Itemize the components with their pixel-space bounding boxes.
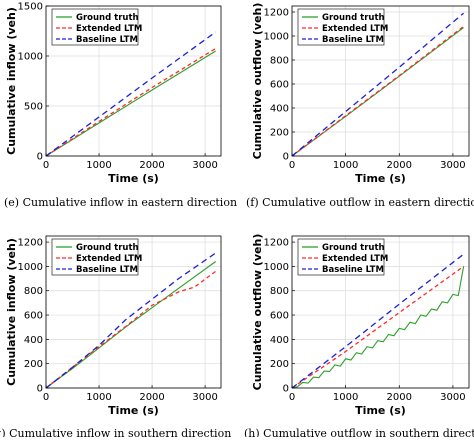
y-axis-label: Cumulative inflow (veh)	[5, 238, 18, 386]
series-line-ground-truth	[291, 266, 465, 389]
series-line-extended-ltm	[45, 270, 217, 389]
y-tick-label: 1500	[18, 2, 43, 13]
caption-f: (f) Cumulative outflow in eastern direct…	[246, 196, 474, 209]
x-axis-label: Time (s)	[108, 172, 159, 185]
y-tick-label: 600	[270, 80, 289, 91]
x-tick-label: 2000	[387, 160, 412, 171]
x-tick-label: 1000	[333, 160, 358, 171]
x-tick-label: 3000	[440, 392, 465, 403]
x-tick-label: 3000	[192, 392, 217, 403]
y-tick-label: 0	[283, 384, 289, 395]
x-tick-label: 1000	[86, 392, 111, 403]
legend-label: Baseline LTM	[322, 265, 384, 275]
y-tick-label: 1200	[18, 238, 43, 249]
y-tick-label: 1000	[18, 262, 43, 273]
series-line-extended-ltm	[291, 25, 464, 157]
x-axis-label: Time (s)	[355, 172, 406, 185]
x-tick-label: 0	[43, 160, 49, 171]
panel-f: 0 1000 2000 3000 0 200 400 600 800 1000 1200 Time (…	[251, 3, 470, 185]
x-tick-label: 3000	[440, 160, 465, 171]
axes-frame	[45, 5, 222, 157]
panel-e: 0 1000 2000 3000 0 500 1000 1500 Time (s) Cumulat…	[5, 2, 222, 185]
legend-box	[51, 8, 139, 46]
x-tick-label: 3000	[192, 160, 217, 171]
x-tick-label: 1000	[333, 392, 358, 403]
panel-g: 0 1000 2000 3000 0 200 400 600 800 1000 1200 Time (…	[5, 235, 222, 417]
axes-frame	[291, 5, 470, 157]
panel-h: 0 1000 2000 3000 0 200 400 600 800 1000 1200 Time (…	[251, 234, 470, 417]
y-axis-label: Cumulative inflow (veh)	[5, 7, 18, 155]
y-tick-label: 800	[270, 56, 289, 67]
x-tick-label: 0	[289, 392, 295, 403]
y-tick-label: 400	[270, 335, 289, 346]
y-tick-label: 200	[24, 359, 43, 370]
legend-label: Baseline LTM	[76, 35, 138, 45]
x-tick-label: 2000	[387, 392, 412, 403]
legend-box	[297, 238, 385, 276]
legend-label: Extended LTM	[322, 24, 388, 34]
y-tick-label: 500	[24, 102, 43, 113]
x-tick-label: 2000	[139, 160, 164, 171]
y-tick-label: 1000	[264, 262, 289, 273]
series-line-extended-ltm	[45, 47, 217, 157]
series-line-baseline-ltm	[45, 252, 217, 389]
x-tick-label: 1000	[86, 160, 111, 171]
x-tick-label: 0	[43, 392, 49, 403]
legend-label: Ground truth	[322, 13, 385, 23]
legend-label: Baseline LTM	[322, 35, 384, 45]
legend-box	[297, 8, 385, 46]
x-axis-label: Time (s)	[355, 404, 406, 417]
caption-e: (e) Cumulative inflow in eastern directi…	[4, 196, 237, 209]
y-tick-label: 1000	[264, 32, 289, 43]
legend-label: Ground truth	[76, 243, 139, 253]
y-axis-label: Cumulative outflow (veh)	[251, 3, 264, 160]
x-axis-label: Time (s)	[108, 404, 159, 417]
axes-frame	[291, 235, 470, 389]
legend-box	[51, 238, 139, 276]
legend-label: Extended LTM	[76, 254, 142, 264]
x-tick-label: 2000	[139, 392, 164, 403]
legend-label: Ground truth	[76, 13, 139, 23]
y-tick-label: 600	[24, 311, 43, 322]
y-tick-label: 400	[270, 104, 289, 115]
y-tick-label: 0	[37, 384, 43, 395]
y-tick-label: 200	[270, 128, 289, 139]
y-tick-label: 0	[283, 152, 289, 163]
series-line-baseline-ltm	[45, 31, 217, 157]
y-tick-label: 800	[24, 286, 43, 297]
x-tick-label: 0	[289, 160, 295, 171]
y-tick-label: 200	[270, 359, 289, 370]
y-tick-label: 0	[37, 152, 43, 163]
series-line-baseline-ltm	[291, 253, 464, 389]
axes-frame	[45, 235, 222, 389]
series-line-baseline-ltm	[291, 12, 465, 157]
legend-label: Extended LTM	[76, 24, 142, 34]
caption-g: (g) Cumulative inflow in southern direct…	[0, 427, 231, 437]
y-tick-label: 800	[270, 286, 289, 297]
y-tick-label: 400	[24, 335, 43, 346]
y-tick-label: 600	[270, 311, 289, 322]
legend-label: Extended LTM	[322, 254, 388, 264]
legend-label: Ground truth	[322, 243, 385, 253]
caption-h: (h) Cumulative outflow in southern direc…	[244, 427, 474, 437]
y-tick-label: 1200	[264, 238, 289, 249]
y-tick-label: 1200	[264, 8, 289, 19]
y-axis-label: Cumulative outflow (veh)	[251, 234, 264, 391]
series-line-extended-ltm	[291, 265, 464, 389]
legend-label: Baseline LTM	[76, 265, 138, 275]
y-tick-label: 1000	[18, 52, 43, 63]
